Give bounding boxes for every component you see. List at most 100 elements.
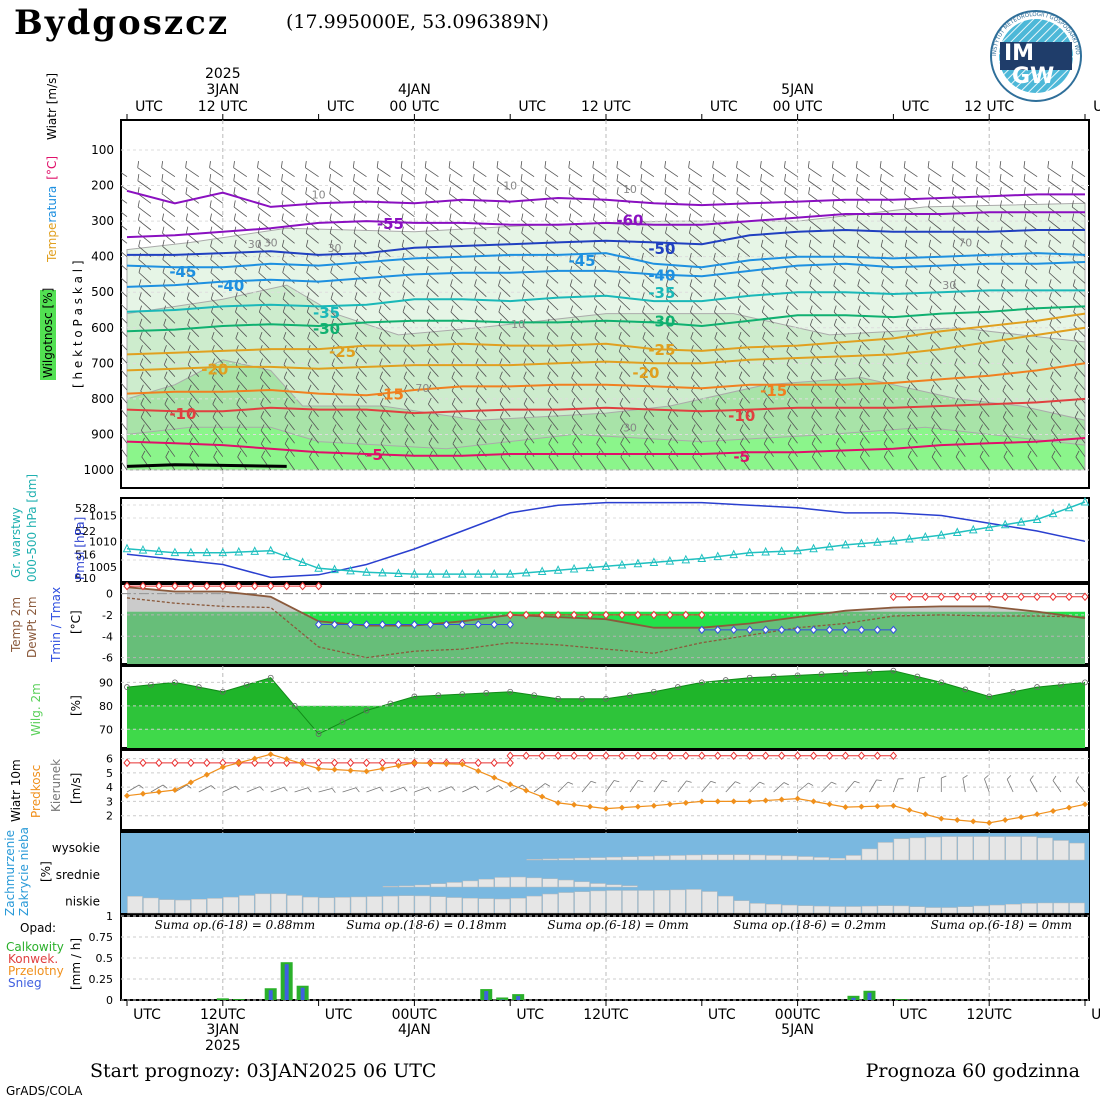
- wind-barb: [832, 187, 846, 204]
- barb-staff: [379, 338, 391, 351]
- barb-flag: [907, 450, 912, 458]
- gr-marker: [186, 547, 196, 557]
- barb-staff: [976, 193, 990, 204]
- speed-marker: [155, 788, 162, 795]
- tmax-marker: [586, 610, 594, 620]
- barb-flag: [353, 174, 355, 181]
- barb-flag: [571, 371, 575, 379]
- barb-staff: [571, 390, 583, 404]
- barb-staff: [619, 377, 631, 391]
- barb-staff: [452, 443, 463, 457]
- barb-flag: [1048, 279, 1052, 286]
- barb-staff: [163, 364, 176, 377]
- cloud-gap: [989, 904, 1005, 914]
- barb-staff: [187, 324, 200, 337]
- wind-barb: [188, 371, 200, 391]
- barb-staff: [570, 298, 583, 311]
- barb-flag: [739, 437, 744, 444]
- barb-flag: [1027, 450, 1032, 458]
- barb-flag: [808, 174, 810, 181]
- barb-flag: [954, 384, 959, 392]
- barb-flag: [472, 160, 475, 168]
- barb-staff: [856, 193, 870, 204]
- cloud-gap: [941, 907, 958, 914]
- barb-flag: [331, 371, 336, 379]
- barb-flag: [138, 279, 142, 286]
- barb-flag: [403, 371, 407, 379]
- wind-barb: [329, 174, 343, 191]
- cloud-gap: [398, 895, 415, 914]
- precip-bar: [496, 997, 509, 1000]
- cloud-gap: [686, 889, 702, 914]
- barb-staff: [521, 272, 535, 284]
- barb-staff: [139, 311, 152, 324]
- pressure-tick: 900: [91, 427, 114, 441]
- barb-staff: [121, 246, 128, 258]
- barb-flag: [186, 292, 190, 300]
- cloud-gap: [1005, 836, 1021, 861]
- barb-flag: [212, 384, 216, 392]
- barb-staff: [476, 417, 487, 431]
- barb-flag: [735, 781, 741, 784]
- barb-flag: [714, 305, 717, 313]
- precip-snow-bar: [284, 964, 289, 1000]
- cloud-gap: [670, 855, 686, 861]
- barb-staff: [425, 180, 439, 191]
- barb-staff: [1075, 456, 1086, 471]
- barb-flag: [475, 358, 479, 365]
- cloud-gap: [462, 880, 479, 888]
- barb-flag: [736, 187, 739, 194]
- barb-flag: [282, 305, 286, 313]
- barb-staff: [905, 311, 918, 324]
- barb-flag: [353, 239, 357, 247]
- barb-flag: [833, 318, 837, 326]
- barb-flag: [355, 787, 360, 793]
- barb-flag: [832, 187, 835, 194]
- barb-staff: [880, 219, 894, 231]
- barb-flag: [977, 305, 981, 313]
- barb-staff: [931, 430, 942, 444]
- wind10-barb: [677, 780, 692, 793]
- barb-staff: [402, 259, 415, 271]
- barb-staff: [1026, 417, 1038, 431]
- wind-barb: [236, 411, 248, 431]
- barb-staff: [331, 377, 343, 391]
- barb-staff: [858, 364, 870, 377]
- tmin-marker: [730, 625, 738, 635]
- speed-marker: [539, 793, 546, 800]
- barb-flag: [883, 411, 887, 418]
- barb-staff: [259, 377, 272, 391]
- wind-barb: [121, 390, 128, 404]
- barb-staff: [570, 324, 583, 337]
- barb-flag: [137, 187, 140, 194]
- barb-flag: [667, 424, 672, 431]
- barb-flag: [474, 292, 478, 300]
- barb-staff: [1047, 180, 1062, 191]
- isotherm-line: [126, 437, 1086, 457]
- barb-staff: [880, 193, 894, 204]
- barb-staff: [187, 338, 200, 351]
- barb-flag: [666, 331, 670, 339]
- tmin-marker: [490, 620, 498, 629]
- barb-flag: [906, 345, 910, 352]
- wind-barb: [353, 226, 367, 244]
- barb-staff: [904, 232, 918, 244]
- tmax-marker: [921, 592, 929, 602]
- barb-staff: [664, 193, 679, 204]
- gr-marker: [298, 557, 307, 566]
- barb-staff: [185, 180, 200, 191]
- wind-barb: [954, 358, 966, 377]
- wind-barb: [666, 305, 679, 324]
- barb-flag: [809, 305, 813, 313]
- barb-flag: [236, 371, 240, 379]
- isotherm-label: -10: [728, 407, 755, 425]
- barb-staff: [857, 272, 870, 284]
- barb-flag: [882, 384, 887, 392]
- barb-staff: [121, 311, 128, 324]
- wind-barb: [355, 331, 367, 351]
- cloud-gap: [989, 836, 1005, 861]
- barb-flag: [331, 358, 335, 365]
- barb-flag: [379, 358, 383, 365]
- wind-barb: [427, 358, 439, 377]
- barb-staff: [788, 456, 798, 471]
